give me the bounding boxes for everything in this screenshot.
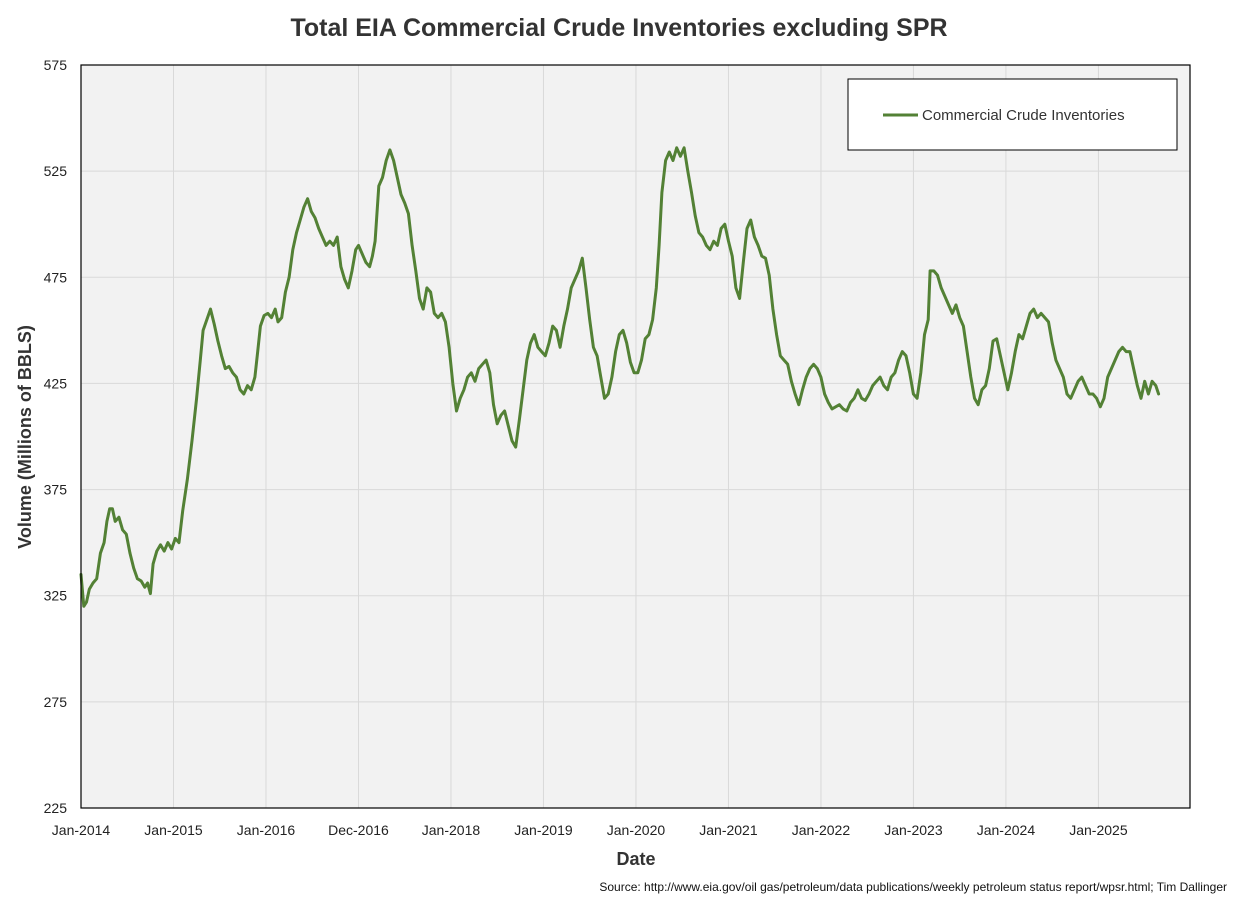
chart-title: Total EIA Commercial Crude Inventories e… <box>290 14 947 42</box>
x-tick-label: Jan-2015 <box>144 822 203 838</box>
series-line-commercial-crude-inventories <box>79 146 1161 608</box>
y-axis-title: Volume (Millions of BBLS) <box>15 325 35 549</box>
x-tick-label: Jan-2021 <box>699 822 758 838</box>
x-tick-label: Jan-2025 <box>1069 822 1128 838</box>
x-tick-label: Jan-2018 <box>422 822 481 838</box>
x-tick-label: Jan-2022 <box>792 822 851 838</box>
legend: Commercial Crude Inventories <box>847 78 1178 151</box>
y-tick-label: 375 <box>44 482 68 498</box>
y-tick-label: 225 <box>44 800 68 816</box>
y-tick-label: 525 <box>44 163 68 179</box>
x-tick-label: Jan-2020 <box>607 822 666 838</box>
x-tick-label: Jan-2014 <box>52 822 111 838</box>
legend-entry: Commercial Crude Inventories <box>922 107 1125 124</box>
source-note: Source: http://www.eia.gov/oil gas/petro… <box>599 880 1227 894</box>
x-tick-label: Jan-2019 <box>514 822 573 838</box>
series-layer <box>79 146 1161 608</box>
x-tick-label: Jan-2024 <box>977 822 1036 838</box>
y-tick-label: 275 <box>44 694 68 710</box>
y-tick-label: 575 <box>44 57 68 73</box>
x-axis-title: Date <box>616 849 655 869</box>
x-axis-ticks: Jan-2014 Jan-2015 Jan-2016 Dec-2016 Jan-2018… <box>52 822 1128 838</box>
y-tick-label: 325 <box>44 588 68 604</box>
x-tick-label: Jan-2016 <box>237 822 296 838</box>
gridlines <box>81 65 1190 808</box>
y-tick-label: 475 <box>44 269 68 285</box>
x-tick-label: Jan-2023 <box>884 822 943 838</box>
y-tick-label: 425 <box>44 375 68 391</box>
x-tick-label: Dec-2016 <box>328 822 389 838</box>
plot-frame <box>80 64 1191 809</box>
y-axis-ticks: 225 275 325 375 425 475 525 575 <box>44 57 68 816</box>
